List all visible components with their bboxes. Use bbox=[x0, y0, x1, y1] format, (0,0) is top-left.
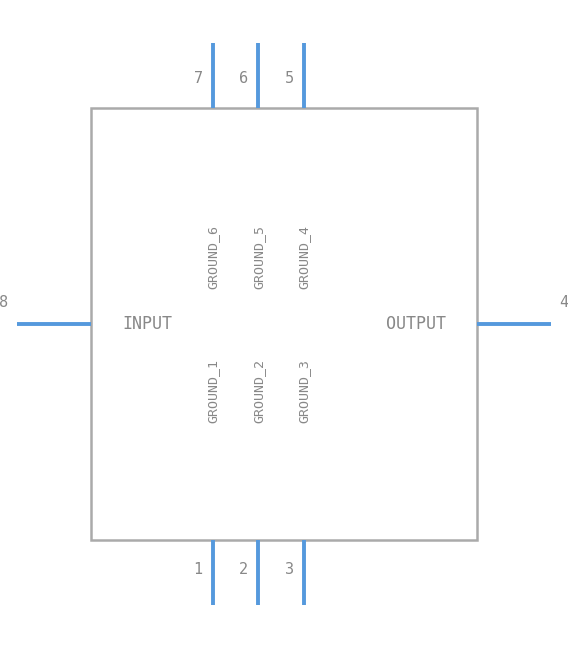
Text: GROUND_3: GROUND_3 bbox=[298, 359, 310, 423]
Text: 7: 7 bbox=[194, 71, 203, 86]
Text: GROUND_5: GROUND_5 bbox=[252, 225, 265, 289]
Text: GROUND_6: GROUND_6 bbox=[207, 225, 219, 289]
Text: GROUND_2: GROUND_2 bbox=[252, 359, 265, 423]
Text: 1: 1 bbox=[194, 562, 203, 577]
Text: GROUND_1: GROUND_1 bbox=[207, 359, 219, 423]
Text: 3: 3 bbox=[285, 562, 294, 577]
Bar bbox=[91, 108, 477, 540]
Text: INPUT: INPUT bbox=[122, 315, 172, 333]
Text: 6: 6 bbox=[239, 71, 248, 86]
Text: 8: 8 bbox=[0, 295, 9, 310]
Text: 4: 4 bbox=[559, 295, 568, 310]
Text: 2: 2 bbox=[239, 562, 248, 577]
Text: GROUND_4: GROUND_4 bbox=[298, 225, 310, 289]
Text: 5: 5 bbox=[285, 71, 294, 86]
Text: OUTPUT: OUTPUT bbox=[386, 315, 446, 333]
